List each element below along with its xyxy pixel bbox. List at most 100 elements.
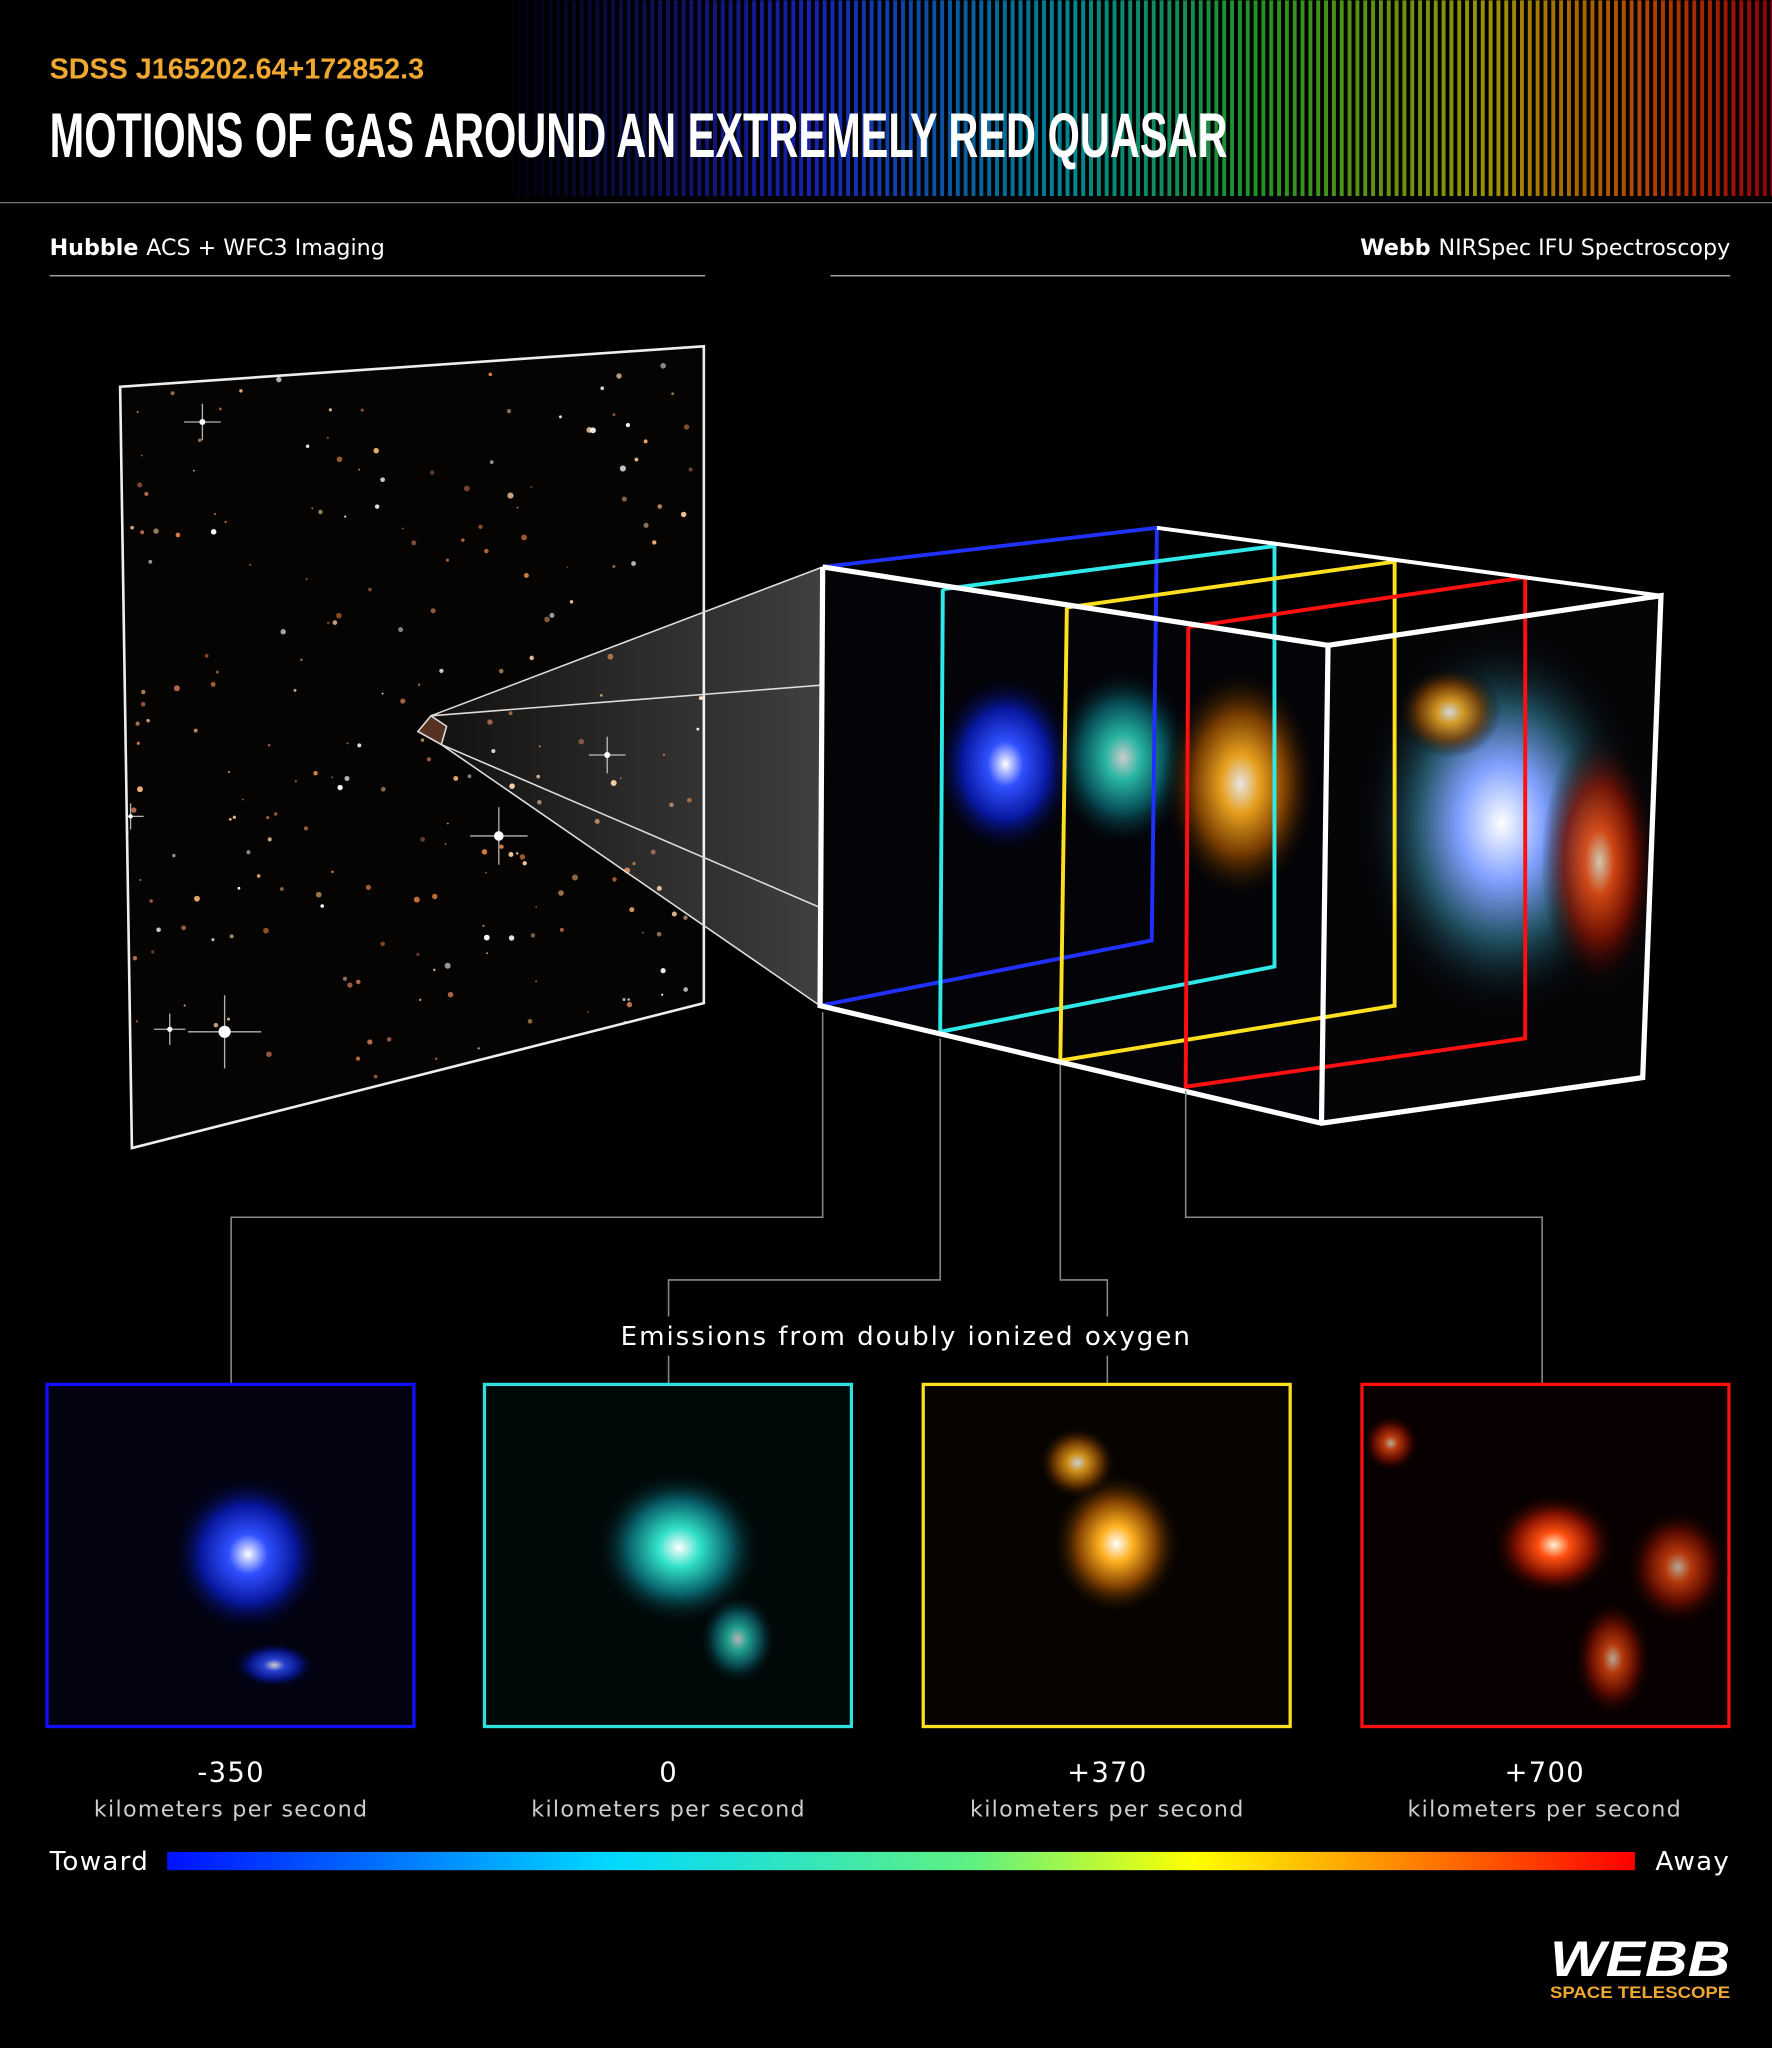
star xyxy=(625,423,630,428)
star xyxy=(411,540,417,546)
star xyxy=(634,1029,639,1033)
star xyxy=(215,670,219,674)
detail: ACS + WFC3 Imaging xyxy=(146,235,385,261)
star xyxy=(643,522,649,528)
caption: Emissions from doubly ionized oxygen xyxy=(621,1322,1192,1352)
star xyxy=(467,774,472,779)
star xyxy=(420,837,426,842)
star xyxy=(263,927,269,934)
star xyxy=(676,1112,679,1114)
star xyxy=(683,424,690,430)
star xyxy=(478,349,482,353)
star xyxy=(507,492,514,499)
star xyxy=(144,491,149,496)
star xyxy=(498,668,504,674)
star xyxy=(483,934,490,941)
star xyxy=(211,938,215,942)
star xyxy=(327,621,330,625)
star xyxy=(181,925,187,931)
left-header: Hubble ACS + WFC3 Imaging xyxy=(50,235,385,261)
star xyxy=(156,927,161,933)
star xyxy=(293,688,297,692)
star xyxy=(355,1056,361,1061)
star xyxy=(488,372,493,377)
image-frame xyxy=(118,344,706,1150)
star xyxy=(481,849,488,855)
star xyxy=(266,815,270,820)
star xyxy=(586,1011,589,1013)
star xyxy=(652,540,657,545)
star xyxy=(344,775,350,782)
star xyxy=(204,654,209,658)
star xyxy=(355,979,361,985)
star xyxy=(249,563,252,567)
star xyxy=(516,506,519,509)
star xyxy=(286,1133,289,1137)
star xyxy=(313,771,318,776)
panel xyxy=(921,1382,1292,1729)
star xyxy=(519,854,526,860)
star xyxy=(413,896,420,903)
star xyxy=(447,822,449,825)
star xyxy=(683,987,689,992)
star xyxy=(532,1131,538,1137)
panel xyxy=(1360,1382,1731,1729)
star xyxy=(362,1117,368,1123)
star xyxy=(671,392,675,396)
star xyxy=(347,982,353,988)
star xyxy=(173,685,180,692)
star xyxy=(303,826,309,831)
star xyxy=(242,798,244,801)
star xyxy=(493,1085,496,1088)
star xyxy=(367,1039,373,1045)
star xyxy=(141,689,146,695)
star xyxy=(586,1049,589,1053)
star xyxy=(559,927,564,932)
star xyxy=(590,427,596,434)
star xyxy=(328,408,332,412)
star xyxy=(569,600,574,604)
star xyxy=(305,444,310,448)
star xyxy=(484,548,489,554)
star xyxy=(374,504,380,509)
star xyxy=(463,485,470,492)
star xyxy=(373,447,379,454)
star xyxy=(688,467,693,472)
star xyxy=(218,407,222,411)
star xyxy=(213,1022,219,1028)
star xyxy=(120,1084,122,1088)
star xyxy=(627,998,630,1001)
star xyxy=(380,941,385,947)
star xyxy=(337,784,343,791)
star xyxy=(634,457,639,462)
star xyxy=(683,915,688,920)
title: MOTIONS OF GAS AROUND AN EXTREMELY RED Q… xyxy=(50,101,1228,171)
star xyxy=(508,851,514,857)
star xyxy=(447,991,454,998)
instrument: Webb xyxy=(1360,235,1431,261)
star xyxy=(549,612,555,618)
star xyxy=(477,1047,480,1050)
star xyxy=(526,1066,529,1069)
star xyxy=(521,534,527,541)
star xyxy=(239,389,243,393)
star xyxy=(482,924,485,928)
star xyxy=(680,511,687,518)
star xyxy=(373,1074,378,1079)
star xyxy=(629,907,635,913)
star xyxy=(643,439,648,444)
star xyxy=(566,566,569,569)
star xyxy=(626,1001,633,1008)
star xyxy=(593,346,599,350)
star xyxy=(398,627,404,633)
star xyxy=(148,346,154,351)
star xyxy=(148,559,153,564)
star xyxy=(426,757,432,762)
instrument: Hubble xyxy=(50,235,139,261)
star xyxy=(612,413,616,417)
star xyxy=(151,950,155,954)
star xyxy=(347,354,351,358)
star xyxy=(228,818,232,821)
star xyxy=(357,743,362,748)
